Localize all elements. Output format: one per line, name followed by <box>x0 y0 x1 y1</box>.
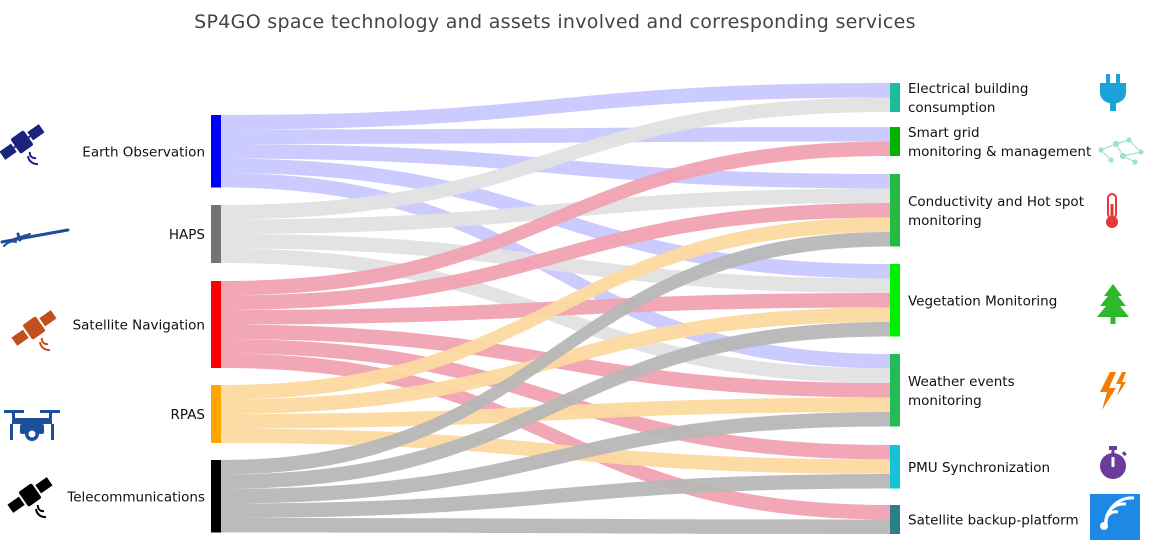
source-node-haps <box>211 205 221 263</box>
network-icon <box>1098 137 1144 165</box>
target-label-sat: Satellite backup-platform <box>908 513 1079 529</box>
satellite-icon <box>0 124 45 166</box>
link-nav-to-cond <box>221 203 890 310</box>
link-nav-to-sat <box>221 353 890 520</box>
target-label-cond: monitoring <box>908 213 982 229</box>
link-tel-to-wea <box>221 412 890 504</box>
target-label-pmu: PMU Synchronization <box>908 460 1050 476</box>
target-label-grid: Smart grid <box>908 125 980 141</box>
telecom-satellite-icon <box>7 477 53 519</box>
source-label-tel: Telecommunications <box>66 489 205 505</box>
target-label-wea: Weather events <box>908 374 1015 390</box>
link-eo-to-cond <box>221 144 890 189</box>
target-label-cond: Conductivity and Hot spot <box>908 194 1084 210</box>
source-label-eo: Earth Observation <box>82 144 205 160</box>
source-label-haps: HAPS <box>169 227 205 243</box>
link-eo-to-elec <box>221 83 890 130</box>
target-node-sat <box>890 505 900 534</box>
diagram-title: SP4GO space technology and assets involv… <box>194 11 916 33</box>
link-tel-to-pmu <box>221 474 890 518</box>
haps-aircraft-icon <box>0 228 70 247</box>
sankey-nodes <box>211 83 900 534</box>
source-node-rpas <box>211 385 221 443</box>
target-node-cond <box>890 174 900 247</box>
drone-icon <box>4 410 60 441</box>
link-nav-to-grid <box>221 141 890 296</box>
target-node-elec <box>890 83 900 112</box>
tree-icon <box>1097 284 1129 324</box>
target-node-wea <box>890 354 900 427</box>
thermometer-icon <box>1106 193 1118 228</box>
lightning-icon <box>1100 372 1126 410</box>
link-tel-to-sat <box>221 518 890 534</box>
sankey-links <box>221 83 890 534</box>
link-eo-to-grid <box>221 127 890 144</box>
source-label-nav: Satellite Navigation <box>73 318 205 334</box>
source-node-eo <box>211 115 221 188</box>
navigation-satellite-icon <box>11 310 57 352</box>
target-node-pmu <box>890 445 900 489</box>
stopwatch-icon <box>1100 446 1127 479</box>
target-label-elec: Electrical building <box>908 81 1028 97</box>
sankey-labels: Earth Observation HAPS Satellite Navigatio… <box>66 81 1091 529</box>
link-tel-to-veg <box>221 322 890 489</box>
signal-icon <box>1090 494 1140 540</box>
link-rpas-to-cond <box>221 217 890 400</box>
link-tel-to-cond <box>221 232 890 475</box>
link-rpas-to-veg <box>221 307 890 414</box>
link-rpas-to-wea <box>221 397 890 429</box>
target-label-grid: monitoring & management <box>908 144 1091 160</box>
target-node-veg <box>890 264 900 337</box>
target-node-grid <box>890 127 900 156</box>
source-node-tel <box>211 460 221 533</box>
plug-icon <box>1100 74 1126 111</box>
source-node-nav <box>211 281 221 368</box>
target-label-elec: consumption <box>908 100 995 116</box>
target-label-veg: Vegetation Monitoring <box>908 293 1057 309</box>
target-label-wea: monitoring <box>908 393 982 409</box>
source-label-rpas: RPAS <box>171 407 205 423</box>
link-haps-to-elec <box>221 97 890 220</box>
